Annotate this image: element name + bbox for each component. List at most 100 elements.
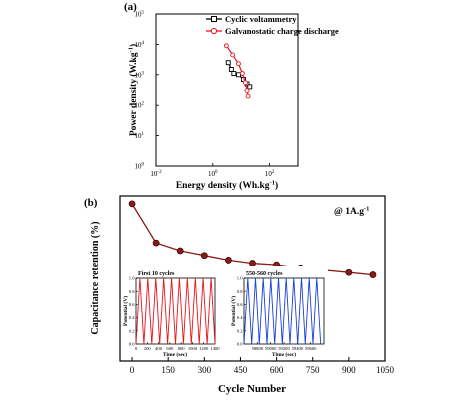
inset-1-ylabel: Potential (V) [122, 296, 129, 326]
inset-2-xtick-label: 59200 [278, 346, 290, 351]
inset-1-ticks: 0 200 400 600 800 1000 1200 1400 0.0 0.2 0.4 0.6 0.8… [129, 276, 221, 351]
panel-a-ylabel: Power density (W.kg-1) [128, 44, 140, 136]
panel-a-series-1-point [244, 88, 250, 94]
inset-1-xtick-label: 1400 [210, 346, 220, 351]
panel-a-ytick-exponent: 5 [142, 11, 145, 16]
inset-2-xlabel: Time (sec) [272, 351, 296, 358]
inset-2-ticks: 58800 59000 59200 59400 59600 0.0 0.2 0.4 0.6 0.8… [237, 276, 317, 351]
inset-1-xtick-label: 1000 [188, 346, 198, 351]
inset-2-wave [243, 277, 322, 345]
panel-a-legend: Cyclic voltammetry Galvanostatic charge … [206, 14, 339, 36]
inset-1-ytick-label: 1.0 [129, 276, 135, 281]
inset-2-ytick-label: 0.6 [237, 302, 243, 307]
inset-1-xtick-label: 400 [155, 346, 163, 351]
panel-b-xtick-label: 0 [130, 365, 135, 375]
panel-b-series-point [152, 239, 160, 247]
panel-a-xlabel: Energy density (Wh.kg-1) [176, 180, 278, 192]
inset-550-560-cycles: 550-560 cycles Time (sec) Potential (V) … [230, 266, 328, 358]
panel-a-xlabel-sup: -1 [270, 180, 275, 187]
panel-a-xtick-exponent: 2 [272, 170, 275, 175]
panel-a-series-0-point [225, 60, 231, 66]
panel-a-ylabel-sup: -1 [128, 47, 135, 52]
panel-a-series-0-point [228, 66, 234, 72]
panel-a-ytick-exponent: 2 [142, 102, 145, 107]
panel-b-ticks: 0 150 300 450 600 750 900 1050 [130, 357, 395, 375]
inset-1-xtick-label: 1200 [199, 346, 209, 351]
legend-cv-marker [211, 16, 217, 22]
legend-cv-label: Cyclic voltammetry [225, 14, 297, 24]
inset-1-xtick-label: 800 [178, 346, 186, 351]
inset-2-ytick-label: 0.0 [237, 342, 243, 347]
panel-a-series-1-point [245, 93, 251, 99]
panel-a-series-1-point [223, 43, 229, 49]
panel-b-series-point [176, 247, 184, 255]
panel-a-series-1-point [242, 80, 248, 86]
panel-b: (b) 0 150 300 450 600 750 900 1050 @ 1A.g-1 Cyc… [84, 195, 395, 395]
panel-a-xtick-label: 100 [208, 170, 218, 178]
panel-a-series-1-point [230, 52, 236, 58]
panel-b-xtick-label: 450 [234, 365, 248, 375]
inset-first-10-cycles: First 10 cycles Time (sec) Potential (V)… [122, 266, 220, 358]
inset-1-ytick-label: 0.6 [129, 302, 135, 307]
inset-2-title: 550-560 cycles [246, 271, 283, 277]
inset-2-xtick-label: 58800 [252, 346, 264, 351]
inset-1-xtick-label: 0 [135, 346, 138, 351]
panel-a-xlabel-end: ) [275, 180, 278, 191]
panel-a-ytick-label: 103 [135, 71, 145, 79]
panel-b-frame [119, 195, 386, 362]
panel-b-xlabel: Cycle Number [218, 383, 286, 395]
panel-b-annotation-sup: -1 [364, 206, 369, 213]
panel-a-series-0-point [231, 71, 237, 76]
panel-a-xtick-exponent: -2 [157, 170, 162, 175]
panel-a-marks [223, 43, 253, 99]
inset-1-ytick-label: 0.0 [129, 342, 135, 347]
panel-a-ytick-label: 104 [135, 41, 145, 49]
panel-a-ytick-label: 100 [135, 163, 145, 171]
panel-a-ytick-exponent: 3 [142, 71, 145, 76]
inset-1-xtick-label: 600 [166, 346, 174, 351]
panel-b-series-point [249, 260, 256, 267]
inset-1-wave [135, 277, 216, 345]
panel-b-xtick-label: 1050 [376, 365, 395, 375]
panel-a-ytick-exponent: 4 [142, 41, 145, 46]
panel-b-xtick-label: 150 [161, 365, 175, 375]
panel-a-ytick-exponent: 1 [142, 132, 145, 137]
inset-1-ytick-label: 0.4 [129, 315, 135, 320]
inset-1-xtick-label: 200 [144, 346, 152, 351]
panel-a-xtick-label: 10-2 [150, 170, 162, 178]
panel-a-series-0-point [247, 84, 253, 90]
panel-b-xtick-label: 750 [306, 365, 320, 375]
panel-a-ytick-label: 102 [135, 102, 145, 110]
panel-b-series-point [200, 252, 208, 260]
panel-a-frame [155, 13, 299, 167]
legend-gcd-label: Galvanostatic charge discharge [225, 26, 339, 36]
inset-2-xtick-label: 59600 [305, 346, 317, 351]
panel-b-annotation: @ 1A.g-1 [334, 206, 369, 218]
inset-2-ytick-label: 0.2 [237, 328, 243, 333]
panel-a-series-1-point [239, 71, 245, 76]
panel-a-ylabel-end: ) [128, 44, 139, 47]
panel-a-ytick-label: 105 [135, 11, 145, 19]
panel-a-xtick-label: 102 [265, 170, 275, 178]
inset-1-ytick-label: 0.8 [129, 289, 135, 294]
legend-gcd-marker [210, 27, 218, 35]
panel-b-ylabel: Capacitance retention (%) [90, 221, 101, 334]
panel-a-ytick-exponent: 0 [142, 163, 145, 168]
panel-b-series-point [225, 257, 232, 264]
panel-a-tag: (a) [124, 1, 137, 13]
panel-b-series-point [128, 200, 136, 208]
panel-a-xtick-exponent: 0 [215, 170, 218, 175]
panel-b-xtick-label: 300 [198, 365, 212, 375]
panel-b-tag: (b) [84, 197, 98, 209]
inset-1-ytick-label: 0.2 [129, 328, 135, 333]
panel-a-series-0-point [235, 72, 241, 78]
panel-b-series-point [345, 268, 353, 276]
inset-2-ytick-label: 0.4 [237, 315, 243, 320]
inset-2-xtick-label: 59400 [292, 346, 304, 351]
panel-b-xtick-label: 900 [342, 365, 356, 375]
panel-a-ytick-label: 101 [135, 132, 145, 140]
panel-b-xtick-label: 600 [270, 365, 284, 375]
